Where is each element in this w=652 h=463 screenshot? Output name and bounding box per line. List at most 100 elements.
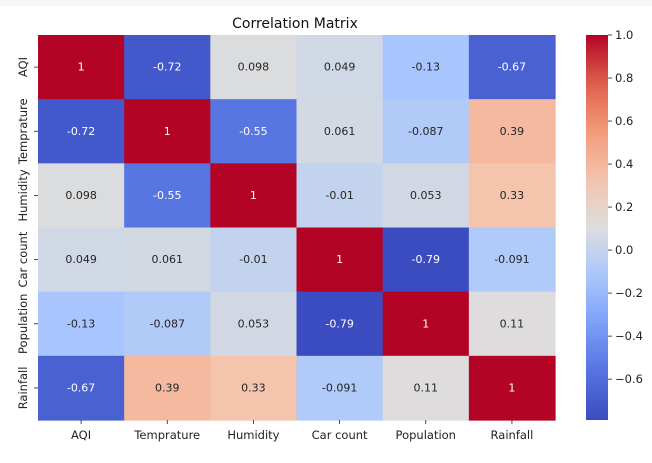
heatmap-cell [382,291,470,357]
cell-annotation: 1 [336,253,343,266]
cell-annotation: 0.39 [500,125,525,138]
heatmap-cell [468,163,556,229]
cell-annotation: 1 [250,189,257,202]
colorbar-tick-label: 0.2 [615,200,633,214]
heatmap-cell [296,163,384,229]
row-labels: AQI Temprature Humidity Car count Population… [16,57,38,409]
heatmap-cell [124,99,211,164]
cell-annotation: -0.79 [412,253,440,266]
column-label: Temprature [133,428,200,442]
chart-title: Correlation Matrix [232,16,358,32]
cell-annotation: 0.053 [410,189,442,202]
heatmap-cells: 1 -0.72 0.098 0.049 -0.13 -0.67 -0.72 1 -0.55 0.0… [38,35,556,421]
cell-annotation: 0.39 [155,381,180,394]
heatmap-cell [210,35,298,100]
cell-annotation: -0.72 [67,125,95,138]
cell-annotation: -0.13 [412,61,440,74]
heatmap-cell [124,355,211,421]
row-label: Rainfall [16,367,30,410]
heatmap-cell [296,355,384,421]
cell-annotation: 0.098 [65,189,97,202]
colorbar-tick-label: −0.6 [615,372,643,386]
cell-annotation: 0.061 [324,125,356,138]
colorbar: 1.0 0.8 0.6 0.4 0.2 0.0 −0.2 −0.4 −0.6 [586,28,643,421]
cell-annotation: -0.091 [494,253,529,266]
cell-annotation: 0.053 [238,317,270,330]
heatmap-cell [296,291,384,357]
heatmap-cell [382,163,470,229]
heatmap-cell [38,35,125,100]
colorbar-tick-label: 0.6 [615,114,633,128]
column-label: Rainfall [491,428,534,442]
cell-annotation: -0.55 [153,189,181,202]
heatmap-cell [468,355,556,421]
cell-annotation: 0.061 [152,253,184,266]
heatmap-cell [38,355,125,421]
cell-annotation: -0.01 [239,253,267,266]
cell-annotation: 0.11 [500,317,525,330]
cell-annotation: 0.33 [241,381,266,394]
heatmap-cell [382,99,470,164]
cell-annotation: -0.087 [408,125,443,138]
heatmap-cell [210,163,298,229]
cell-annotation: -0.72 [153,61,181,74]
heatmap-cell [382,355,470,421]
cell-annotation: 1 [78,61,85,74]
cell-annotation: 0.049 [324,61,356,74]
heatmap-cell [382,227,470,293]
cell-annotation: -0.79 [325,317,353,330]
heatmap-cell [468,227,556,293]
heatmap-cell [296,99,384,164]
colorbar-tick-label: 0.8 [615,71,633,85]
column-label: Humidity [227,428,279,442]
cell-annotation: 1 [422,317,429,330]
row-label: Population [16,294,30,354]
row-label: Car count [16,231,30,287]
heatmap-cell [124,291,211,357]
cell-annotation: -0.13 [67,317,95,330]
cell-annotation: -0.55 [239,125,267,138]
cell-annotation: 0.11 [414,381,439,394]
column-label: Population [396,428,456,442]
cell-annotation: -0.67 [498,61,526,74]
heatmap-cell [124,163,211,229]
colorbar-tick-label: 0.0 [615,243,633,257]
heatmap-cell [382,35,470,100]
heatmap-cell [38,99,125,164]
heatmap-cell [468,99,556,164]
heatmap-cell [210,99,298,164]
heatmap-cell [38,291,125,357]
heatmap-cell [296,35,384,100]
heatmap-cell [296,227,384,293]
column-label: AQI [71,428,91,442]
heatmap-cell [38,163,125,229]
row-label: Humidity [16,169,30,221]
colorbar-tick-label: −0.4 [615,329,643,343]
cell-annotation: -0.01 [325,189,353,202]
cell-annotation: 0.049 [65,253,97,266]
column-label: Car count [312,428,368,442]
heatmap-cell [210,355,298,421]
heatmap-cell [210,291,298,357]
cell-annotation: 0.098 [238,61,270,74]
cell-annotation: 1 [508,381,515,394]
heatmap-cell [124,35,211,100]
cell-annotation: 1 [164,125,171,138]
row-label: Temprature [16,98,30,165]
heatmap-cell [468,291,556,357]
heatmap-cell [468,35,556,100]
colorbar-tick-label: 1.0 [615,28,633,42]
cell-annotation: -0.087 [150,317,185,330]
cell-annotation: -0.67 [67,381,95,394]
colorbar-gradient [586,35,608,421]
column-labels: AQI Temprature Humidity Car count Population… [71,420,533,442]
heatmap-cell [210,227,298,293]
row-label: AQI [16,57,30,77]
cell-annotation: -0.091 [322,381,357,394]
notebook-output-bar [0,0,652,6]
colorbar-tick-label: 0.4 [615,157,633,171]
heatmap-cell [124,227,211,293]
heatmap-cell [38,227,125,293]
